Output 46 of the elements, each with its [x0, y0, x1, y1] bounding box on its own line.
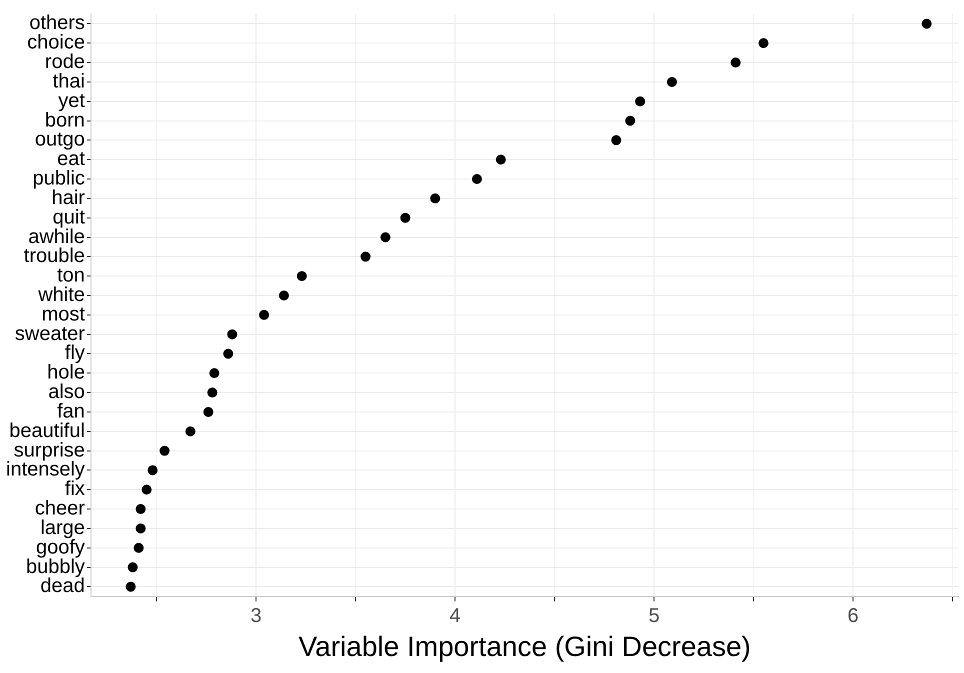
point — [278, 290, 289, 300]
point — [922, 18, 932, 29]
y-tick-label: beautiful — [9, 420, 85, 442]
y-tick-label: yet — [58, 90, 86, 112]
x-tick-label: 6 — [847, 604, 859, 627]
x-axis-title: Variable Importance (Gini Decrease) — [298, 630, 751, 662]
y-tick-label: sweater — [14, 322, 86, 345]
point — [380, 232, 390, 242]
point — [148, 465, 158, 476]
point — [227, 329, 238, 340]
x-tick-label: 4 — [450, 604, 461, 627]
point — [472, 174, 482, 184]
point — [136, 523, 146, 534]
point — [134, 542, 144, 553]
point — [496, 154, 506, 165]
point — [209, 368, 220, 378]
point — [400, 212, 410, 223]
point — [203, 406, 214, 417]
x-tick-label: 5 — [648, 604, 660, 627]
point — [185, 426, 196, 436]
point — [730, 58, 741, 68]
y-tick-label: outgo — [34, 128, 85, 151]
point — [296, 271, 307, 282]
y-tick-label: fly — [64, 342, 85, 364]
point — [430, 193, 440, 204]
y-tick-label: choice — [27, 32, 85, 54]
y-tick-label: trouble — [24, 245, 85, 268]
point — [223, 348, 234, 359]
point — [758, 38, 768, 48]
point — [128, 562, 138, 572]
point — [360, 252, 371, 262]
point — [625, 116, 636, 126]
point — [259, 310, 270, 320]
x-tick-label: 3 — [250, 604, 262, 627]
y-tick-label: surprise — [14, 439, 85, 462]
point — [136, 504, 146, 514]
y-tick-label: quit — [52, 206, 86, 228]
point — [126, 582, 136, 592]
point — [611, 135, 622, 146]
point — [207, 388, 218, 398]
point — [160, 446, 170, 456]
point — [666, 76, 677, 87]
point — [635, 96, 646, 106]
y-tick-label: others — [29, 12, 85, 34]
point — [142, 484, 152, 495]
y-tick-label: ton — [57, 264, 85, 287]
